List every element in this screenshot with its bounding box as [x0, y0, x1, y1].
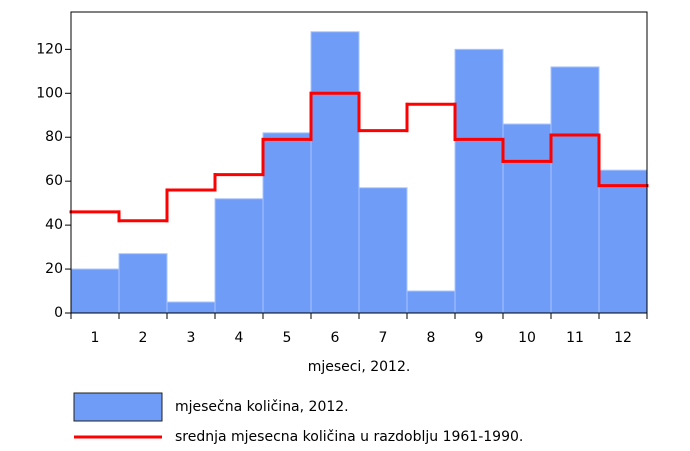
bar [214, 198, 264, 314]
bar [262, 132, 312, 314]
bar [70, 268, 120, 314]
bar [166, 301, 216, 314]
bar [118, 253, 168, 314]
x-axis-label: mjeseci, 2012. [308, 359, 411, 375]
bar [598, 169, 648, 314]
x-tick-label: 12 [614, 330, 632, 346]
y-tick-label: 0 [54, 305, 63, 321]
bar [502, 123, 552, 314]
bar [550, 66, 600, 314]
bar [358, 187, 408, 314]
bar [310, 31, 360, 314]
x-tick-label: 5 [283, 330, 292, 346]
bar [454, 48, 504, 314]
bar [406, 290, 456, 314]
x-tick-label: 1 [91, 330, 100, 346]
x-tick-label: 7 [379, 330, 388, 346]
y-tick-label: 20 [45, 261, 63, 277]
x-tick-label: 9 [475, 330, 484, 346]
y-tick-label: 100 [36, 85, 63, 101]
legend-label: mjesečna količina, 2012. [175, 399, 349, 415]
legend-swatch [73, 392, 163, 422]
x-tick-label: 3 [187, 330, 196, 346]
y-tick-label: 60 [45, 173, 63, 189]
x-tick-label: 10 [518, 330, 536, 346]
y-tick-label: 120 [36, 41, 63, 57]
x-tick-label: 8 [427, 330, 436, 346]
x-tick-label: 2 [139, 330, 148, 346]
y-tick-label: 80 [45, 129, 63, 145]
y-tick-label: 40 [45, 217, 63, 233]
x-tick-label: 4 [235, 330, 244, 346]
x-tick-label: 11 [566, 330, 584, 346]
x-tick-label: 6 [331, 330, 340, 346]
legend-label: srednja mjesecna količina u razdoblju 19… [175, 429, 523, 445]
